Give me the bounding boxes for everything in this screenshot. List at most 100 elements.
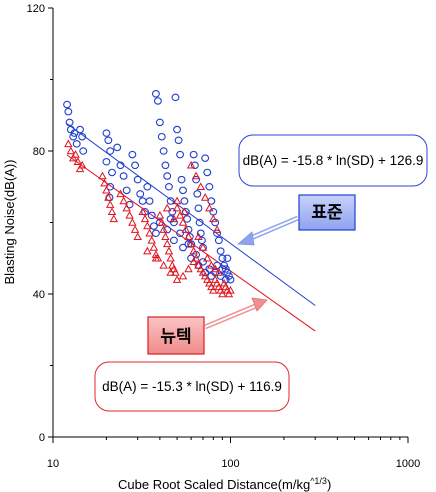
data-point-newtec bbox=[207, 260, 216, 269]
data-point-standard bbox=[136, 190, 145, 198]
data-point-standard bbox=[171, 93, 180, 102]
data-point-standard bbox=[155, 118, 164, 127]
data-point-newtec bbox=[151, 250, 161, 258]
data-point-newtec bbox=[161, 232, 170, 241]
y-ticks: 0 40 80 120 bbox=[27, 3, 53, 444]
data-point-newtec bbox=[196, 264, 206, 273]
data-point-standard bbox=[176, 150, 185, 159]
arrow-standard bbox=[236, 215, 299, 246]
data-point-newtec bbox=[104, 193, 113, 201]
data-point-newtec bbox=[77, 160, 87, 169]
y-tick-label: 0 bbox=[39, 432, 45, 444]
data-point-standard bbox=[176, 229, 185, 237]
data-point-standard bbox=[199, 258, 207, 266]
data-point-standard bbox=[151, 90, 160, 98]
y-axis-title: Blasting Noise(dB(A)) bbox=[2, 160, 17, 285]
data-point-standard bbox=[64, 107, 73, 116]
data-point-standard bbox=[201, 154, 210, 162]
data-point-newtec bbox=[178, 218, 188, 226]
data-point-newtec bbox=[145, 228, 154, 237]
data-point-newtec bbox=[172, 196, 182, 205]
data-point-newtec bbox=[203, 275, 212, 283]
data-point-standard bbox=[194, 204, 203, 212]
data-point-newtec bbox=[200, 193, 210, 201]
data-point-newtec bbox=[205, 278, 214, 287]
data-point-standard bbox=[128, 150, 137, 159]
data-point-standard bbox=[102, 129, 111, 137]
data-point-newtec bbox=[157, 218, 167, 226]
data-point-newtec bbox=[209, 214, 218, 223]
tag-standard: 표준 bbox=[311, 203, 343, 223]
data-point-newtec bbox=[151, 253, 161, 262]
data-point-standard bbox=[221, 265, 230, 273]
y-tick-label: 120 bbox=[27, 3, 45, 15]
data-point-standard bbox=[157, 132, 166, 141]
data-point-newtec bbox=[140, 214, 150, 223]
points-newtec bbox=[64, 139, 235, 298]
x-tick-label: 10 bbox=[47, 458, 59, 470]
data-point-standard bbox=[161, 161, 170, 170]
data-point-standard bbox=[133, 175, 142, 184]
data-point-standard bbox=[72, 140, 81, 148]
data-point-newtec bbox=[186, 160, 196, 169]
data-point-newtec bbox=[178, 271, 188, 280]
data-point-standard bbox=[119, 172, 128, 180]
data-point-newtec bbox=[149, 243, 159, 251]
data-point-newtec bbox=[203, 253, 212, 262]
data-point-newtec bbox=[155, 210, 165, 219]
data-point-newtec bbox=[184, 232, 193, 241]
y-tick-label: 40 bbox=[33, 289, 45, 301]
data-point-standard bbox=[102, 157, 111, 166]
equation-box-standard bbox=[238, 134, 428, 187]
data-point-newtec bbox=[73, 157, 83, 165]
data-point-standard bbox=[108, 168, 116, 177]
equation-box-newtec bbox=[94, 361, 290, 412]
data-point-newtec bbox=[133, 232, 142, 241]
data-point-newtec bbox=[200, 271, 210, 280]
data-point-standard bbox=[169, 236, 178, 245]
data-point-standard bbox=[116, 161, 125, 170]
data-point-newtec bbox=[198, 243, 208, 251]
data-point-newtec bbox=[210, 264, 220, 273]
data-point-standard bbox=[173, 125, 182, 134]
data-point-standard bbox=[159, 147, 168, 155]
x-tick-label: 1000 bbox=[396, 458, 420, 470]
data-point-standard bbox=[153, 97, 162, 105]
data-point-newtec bbox=[198, 268, 208, 276]
data-point-newtec bbox=[130, 225, 140, 233]
data-point-newtec bbox=[191, 253, 201, 262]
x-axis-title-sup: ^1/3 bbox=[310, 476, 327, 486]
data-point-standard bbox=[70, 129, 79, 137]
data-point-newtec bbox=[128, 218, 137, 226]
data-point-standard bbox=[226, 275, 235, 284]
data-point-standard bbox=[196, 229, 205, 237]
data-point-standard bbox=[183, 215, 192, 223]
data-point-standard bbox=[213, 229, 222, 237]
data-point-standard bbox=[179, 186, 187, 195]
x-ticks: 10 100 1000 bbox=[47, 437, 420, 470]
data-point-newtec bbox=[147, 235, 156, 244]
data-point-standard bbox=[174, 136, 183, 145]
data-point-standard bbox=[195, 218, 204, 227]
data-point-newtec bbox=[214, 268, 224, 276]
data-point-newtec bbox=[218, 289, 227, 298]
x-axis-title-close: ) bbox=[327, 477, 331, 492]
data-point-standard bbox=[216, 247, 225, 255]
data-point-standard bbox=[163, 172, 172, 180]
data-point-newtec bbox=[105, 200, 115, 208]
data-point-standard bbox=[149, 222, 158, 230]
data-point-standard bbox=[223, 254, 232, 263]
data-point-standard bbox=[79, 147, 88, 155]
y-tick-label: 80 bbox=[33, 146, 45, 158]
data-point-newtec bbox=[194, 232, 203, 241]
data-point-standard bbox=[180, 197, 189, 205]
data-point-newtec bbox=[162, 203, 172, 212]
data-point-newtec bbox=[71, 150, 80, 158]
data-point-standard bbox=[69, 132, 78, 141]
data-point-standard bbox=[122, 186, 131, 195]
data-point-newtec bbox=[100, 178, 109, 187]
data-point-newtec bbox=[109, 214, 119, 223]
data-point-newtec bbox=[189, 257, 198, 266]
data-point-standard bbox=[131, 161, 140, 170]
